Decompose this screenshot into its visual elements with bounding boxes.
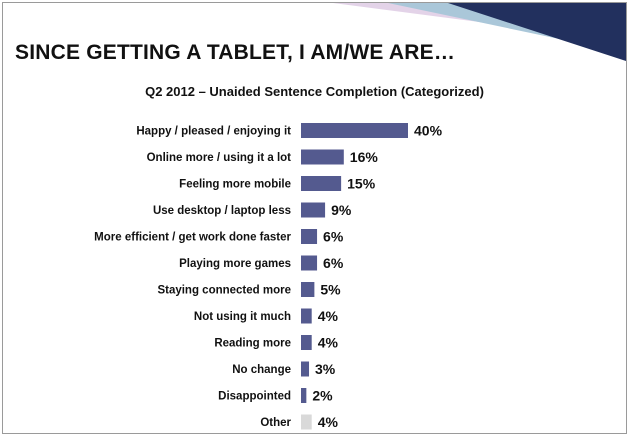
- category-label: Online more / using it a lot: [147, 152, 292, 164]
- value-label: 15%: [347, 176, 376, 192]
- slide-title: SINCE GETTING A TABLET, I AM/WE ARE…: [15, 41, 456, 64]
- banner-dark-stripe: [448, 3, 626, 61]
- bar: [301, 308, 312, 324]
- value-label: 4%: [318, 335, 339, 351]
- bar: [301, 123, 408, 138]
- value-label: 2%: [312, 388, 333, 404]
- value-label: 5%: [320, 282, 341, 298]
- bar: [301, 414, 312, 430]
- category-label: Feeling more mobile: [179, 179, 291, 191]
- category-label: Not using it much: [194, 311, 291, 323]
- value-label: 6%: [323, 255, 344, 271]
- category-label: No change: [232, 364, 291, 376]
- category-label: Reading more: [214, 338, 291, 350]
- category-label: More efficient / get work done faster: [94, 232, 291, 244]
- bar: [301, 335, 312, 350]
- value-label: 16%: [350, 149, 379, 165]
- bar: [301, 282, 315, 297]
- category-label: Use desktop / laptop less: [153, 205, 291, 217]
- header-banner-decoration: [333, 3, 626, 61]
- bar: [301, 149, 344, 165]
- category-label: Playing more games: [179, 258, 291, 270]
- bar-chart: Happy / pleased / enjoying it 40% Online m…: [94, 123, 443, 431]
- value-label: 9%: [331, 202, 352, 218]
- chart-subtitle: Q2 2012 – Unaided Sentence Completion (C…: [145, 84, 484, 99]
- value-label: 40%: [414, 123, 443, 139]
- bar: [301, 202, 326, 218]
- bar: [301, 255, 318, 271]
- category-label: Happy / pleased / enjoying it: [136, 126, 291, 138]
- bar: [301, 176, 342, 191]
- category-label: Other: [260, 417, 291, 429]
- value-label: 4%: [318, 308, 339, 324]
- category-label: Disappointed: [218, 391, 291, 403]
- category-label: Staying connected more: [157, 285, 291, 297]
- bar: [301, 361, 310, 377]
- bar: [301, 388, 307, 403]
- value-label: 4%: [318, 414, 339, 430]
- value-label: 3%: [315, 361, 336, 377]
- value-label: 6%: [323, 229, 344, 245]
- bar: [301, 229, 318, 244]
